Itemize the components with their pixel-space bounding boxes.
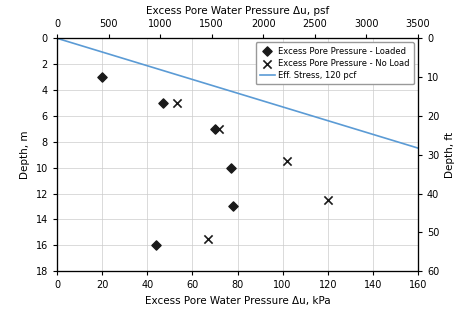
Eff. Stress, 120 pcf xyxy=(54,36,60,40)
Excess Pore Pressure - No Load xyxy=(324,197,332,203)
Y-axis label: Depth, ft: Depth, ft xyxy=(445,132,455,178)
Excess Pore Pressure - Loaded xyxy=(227,165,235,170)
Excess Pore Pressure - Loaded xyxy=(229,204,237,209)
Y-axis label: Depth, m: Depth, m xyxy=(20,130,30,179)
Excess Pore Pressure - Loaded xyxy=(152,243,160,248)
Excess Pore Pressure - Loaded xyxy=(98,75,106,80)
Excess Pore Pressure - No Load xyxy=(204,236,212,241)
Excess Pore Pressure - Loaded xyxy=(159,100,167,106)
Excess Pore Pressure - No Load xyxy=(283,159,291,164)
Legend: Excess Pore Pressure - Loaded, Excess Pore Pressure - No Load, Eff. Stress, 120 : Excess Pore Pressure - Loaded, Excess Po… xyxy=(256,42,414,85)
Excess Pore Pressure - Loaded xyxy=(211,126,218,131)
X-axis label: Excess Pore Water Pressure Δu, psf: Excess Pore Water Pressure Δu, psf xyxy=(146,6,329,16)
Excess Pore Pressure - No Load xyxy=(216,126,223,131)
X-axis label: Excess Pore Water Pressure Δu, kPa: Excess Pore Water Pressure Δu, kPa xyxy=(145,296,330,306)
Excess Pore Pressure - No Load xyxy=(173,100,180,106)
Line: Eff. Stress, 120 pcf: Eff. Stress, 120 pcf xyxy=(57,38,475,271)
Eff. Stress, 120 pcf xyxy=(57,37,62,41)
